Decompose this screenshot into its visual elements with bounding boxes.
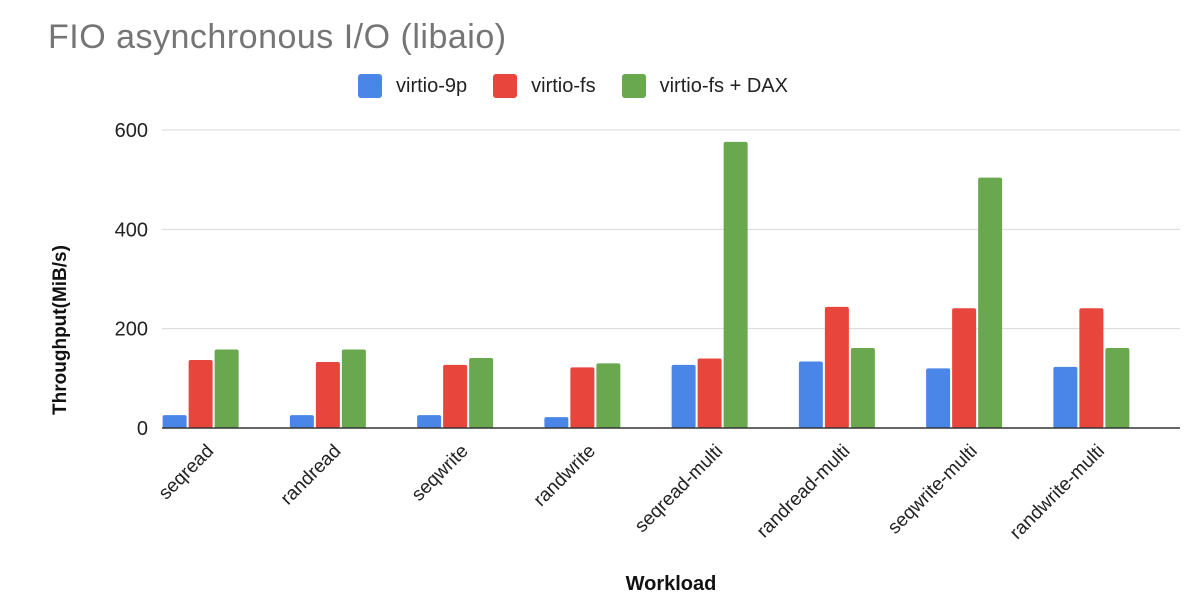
y-tick-label: 400 — [115, 219, 148, 241]
x-tick-label: randread-multi — [753, 441, 854, 542]
bar-virtio-fs-dax-randread — [341, 349, 366, 428]
bar-virtio-fs-seqread — [188, 359, 213, 428]
bar-virtio-9p-seqwrite-multi — [926, 368, 951, 428]
bar-virtio-fs-seqwrite-multi — [952, 308, 977, 428]
bar-virtio-fs-randread-multi — [824, 306, 849, 428]
bar-virtio-fs-dax-seqread-multi — [723, 141, 748, 429]
legend-item-virtio-9p: virtio-9p — [358, 74, 467, 98]
x-tick-label: randwrite-multi — [1006, 441, 1109, 544]
bar-virtio-9p-seqwrite — [417, 415, 442, 428]
bar-virtio-9p-randwrite — [544, 417, 569, 428]
bar-virtio-9p-seqread-multi — [671, 364, 696, 428]
legend-label-virtio-9p: virtio-9p — [396, 74, 468, 97]
y-axis-title: Throughput(MiB/s) — [50, 245, 71, 415]
x-tick-label: seqwrite — [408, 441, 473, 506]
x-tick-label: seqread — [155, 441, 218, 504]
x-axis-title: Workload — [626, 573, 717, 595]
bar-virtio-fs-seqwrite — [443, 364, 468, 428]
bar-virtio-fs-randwrite-multi — [1079, 308, 1104, 428]
legend-item-virtio-fs-dax: virtio-fs + DAX — [621, 74, 788, 98]
x-tick-label: randread — [277, 441, 346, 510]
bar-virtio-fs-dax-randwrite — [596, 363, 621, 428]
y-tick-label: 200 — [115, 319, 148, 341]
legend: virtio-9p virtio-fs virtio-fs + DAX — [358, 74, 814, 98]
bar-virtio-fs-seqread-multi — [697, 358, 722, 428]
bar-virtio-fs-randread — [315, 361, 340, 428]
legend-swatch-virtio-fs — [493, 74, 518, 98]
bar-virtio-fs-dax-seqread — [214, 349, 239, 428]
legend-swatch-virtio-9p — [358, 74, 382, 98]
chart-title: FIO asynchronous I/O (libaio) — [48, 18, 507, 56]
y-tick-label: 0 — [137, 418, 148, 440]
bar-virtio-fs-dax-randwrite-multi — [1105, 348, 1130, 428]
bar-virtio-fs-dax-seqwrite — [469, 357, 494, 428]
bar-virtio-fs-dax-seqwrite-multi — [978, 177, 1003, 428]
legend-label-virtio-fs: virtio-fs — [531, 74, 596, 97]
bar-virtio-9p-randread-multi — [798, 361, 823, 428]
bar-virtio-9p-randwrite-multi — [1053, 366, 1078, 428]
legend-swatch-virtio-fs-dax — [621, 74, 646, 98]
y-tick-label: 600 — [115, 120, 148, 142]
legend-label-virtio-fs-dax: virtio-fs + DAX — [659, 74, 788, 97]
x-tick-label: seqread-multi — [631, 441, 727, 537]
bar-virtio-9p-seqread — [162, 415, 187, 428]
bar-virtio-fs-dax-randread-multi — [850, 348, 875, 428]
bar-virtio-9p-randread — [289, 415, 314, 428]
x-tick-label: randwrite — [530, 441, 600, 511]
x-tick-label: seqwrite-multi — [884, 441, 982, 539]
legend-item-virtio-fs: virtio-fs — [493, 74, 596, 98]
bar-virtio-fs-randwrite — [570, 367, 595, 428]
